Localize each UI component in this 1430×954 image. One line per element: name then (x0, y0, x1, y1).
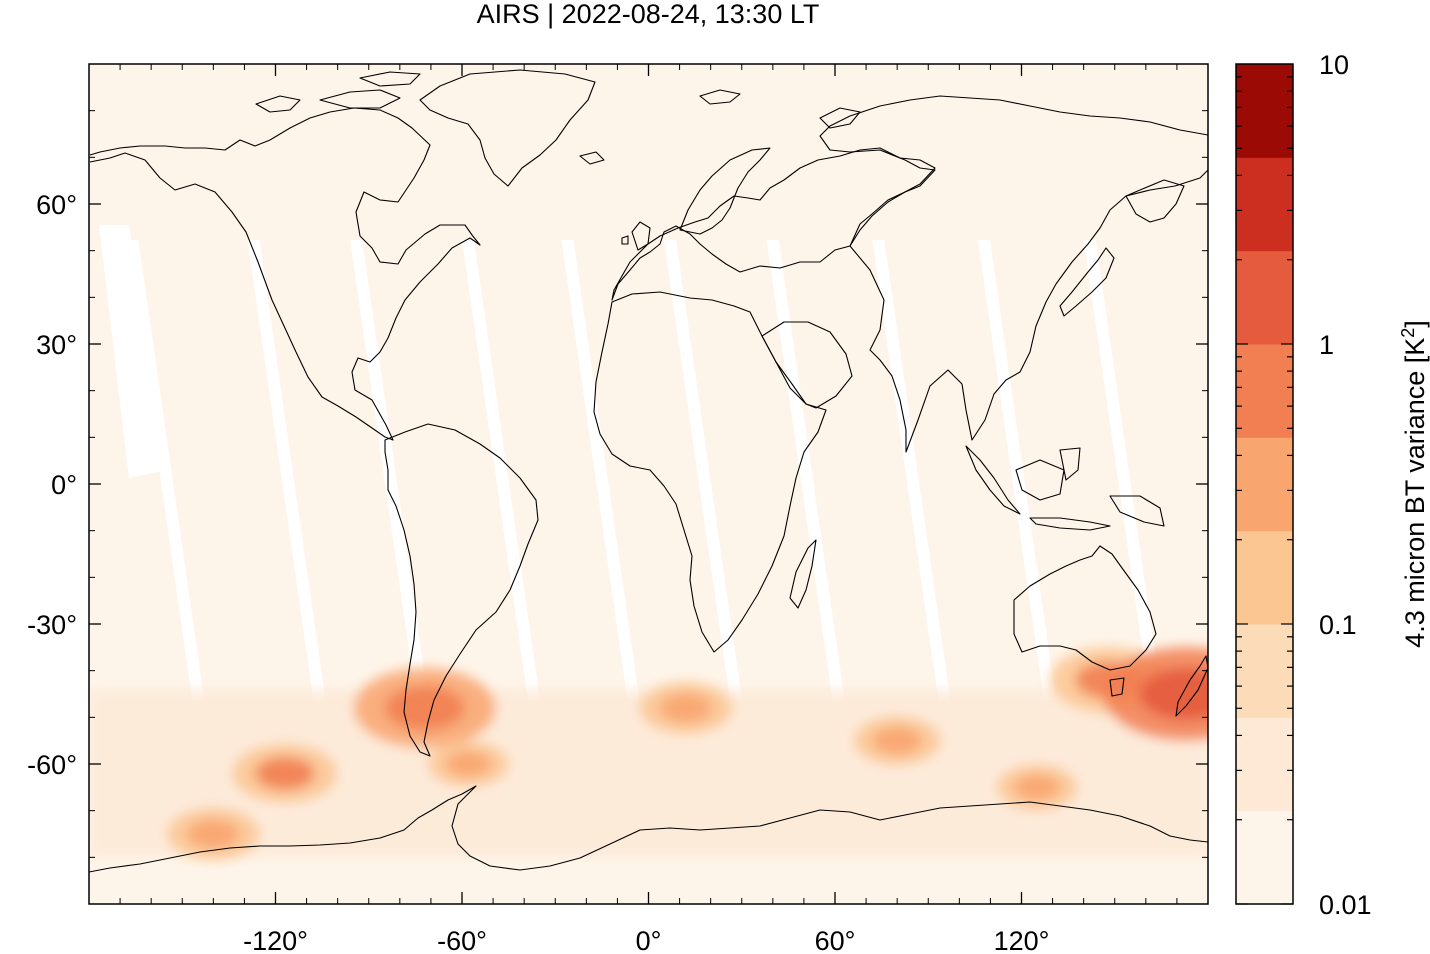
x-axis: -120° -60° 0° 60° 120° (243, 64, 1049, 954)
y-axis: 60° 30° 0° -30° -60° (27, 190, 1208, 780)
orbit-gap (462, 240, 540, 700)
x-tick-label: 60° (815, 926, 856, 954)
coastline-new-zealand (1175, 655, 1208, 717)
colorbar-tick-label: 1 (1319, 330, 1334, 360)
orbit-gap (99, 225, 167, 478)
coastline-asia (819, 95, 1208, 453)
orbit-gap (350, 240, 429, 700)
coastline-uk (621, 221, 651, 251)
colorbar-band (1236, 624, 1293, 718)
orbit-gap (664, 240, 743, 700)
y-tick-label: 30° (36, 330, 77, 360)
variance-hotspot (1014, 774, 1060, 801)
colorbar-ticks: 10 1 0.1 0.01 (1236, 50, 1372, 920)
coastline-arabia (761, 321, 853, 409)
coastline-australia (1013, 545, 1157, 671)
x-tick-label: 0° (636, 926, 662, 954)
variance-hotspot (872, 727, 922, 755)
plot-area (89, 64, 1208, 904)
orbit-gap (561, 240, 640, 700)
x-tick-label: -60° (437, 926, 487, 954)
colorbar-band (1236, 64, 1293, 158)
variance-hotspot (1139, 668, 1208, 720)
colorbar-tick-label: 0.01 (1319, 890, 1372, 920)
variance-hotspot (384, 685, 465, 731)
variance-field (89, 646, 1208, 861)
coastline-africa (593, 291, 827, 653)
coastline-scandinavia (679, 147, 771, 235)
coastline-madagascar (789, 539, 817, 609)
colorbar-frame (1235, 63, 1294, 905)
orbit-gap (872, 240, 951, 700)
colorbar-tick-label: 0.1 (1319, 610, 1357, 640)
colorbar-band (1236, 530, 1293, 625)
coastline-greenland (419, 69, 596, 187)
coastline-south-america (384, 423, 539, 757)
coastline-arctic-islands (255, 71, 861, 165)
colorbar-label: 4.3 micron BT variance [K2] (1398, 320, 1430, 648)
y-tick-label: -60° (27, 750, 77, 780)
coastline-japan (1059, 247, 1115, 317)
variance-hotspot (659, 693, 713, 723)
coastline-indonesia (965, 445, 1165, 531)
variance-hotspot (187, 819, 240, 849)
colorbar-band (1236, 344, 1293, 438)
coastline-north-america (89, 107, 481, 441)
orbit-gap (247, 240, 326, 700)
y-tick-label: 0° (51, 470, 77, 500)
variance-hotspot (445, 751, 492, 777)
y-tick-label: -30° (27, 610, 77, 640)
orbit-gap (766, 240, 845, 700)
coastline-kamchatka (1125, 179, 1185, 223)
variance-hotspot (255, 756, 315, 790)
colorbar-band (1236, 810, 1293, 905)
orbit-gap (1083, 240, 1162, 700)
coastlines (89, 69, 1208, 873)
x-tick-label: -120° (243, 926, 308, 954)
colorbar-band (1236, 437, 1293, 532)
colorbar-tick-label: 10 (1319, 50, 1349, 80)
colorbar-band (1236, 157, 1293, 252)
colorbar-band (1236, 250, 1293, 345)
map-title: AIRS | 2022-08-24, 13:30 LT (477, 0, 820, 29)
coastline-tasmania (1109, 677, 1125, 697)
x-tick-label: 120° (994, 926, 1050, 954)
coastline-antarctica (89, 785, 1208, 873)
y-tick-label: 60° (36, 190, 77, 220)
colorbar-bands (1236, 64, 1293, 905)
coastline-europe (611, 147, 936, 301)
colorbar-band (1236, 717, 1293, 812)
colorbar: 10 1 0.1 0.01 4.3 micron BT variance [K2] (1235, 50, 1430, 920)
